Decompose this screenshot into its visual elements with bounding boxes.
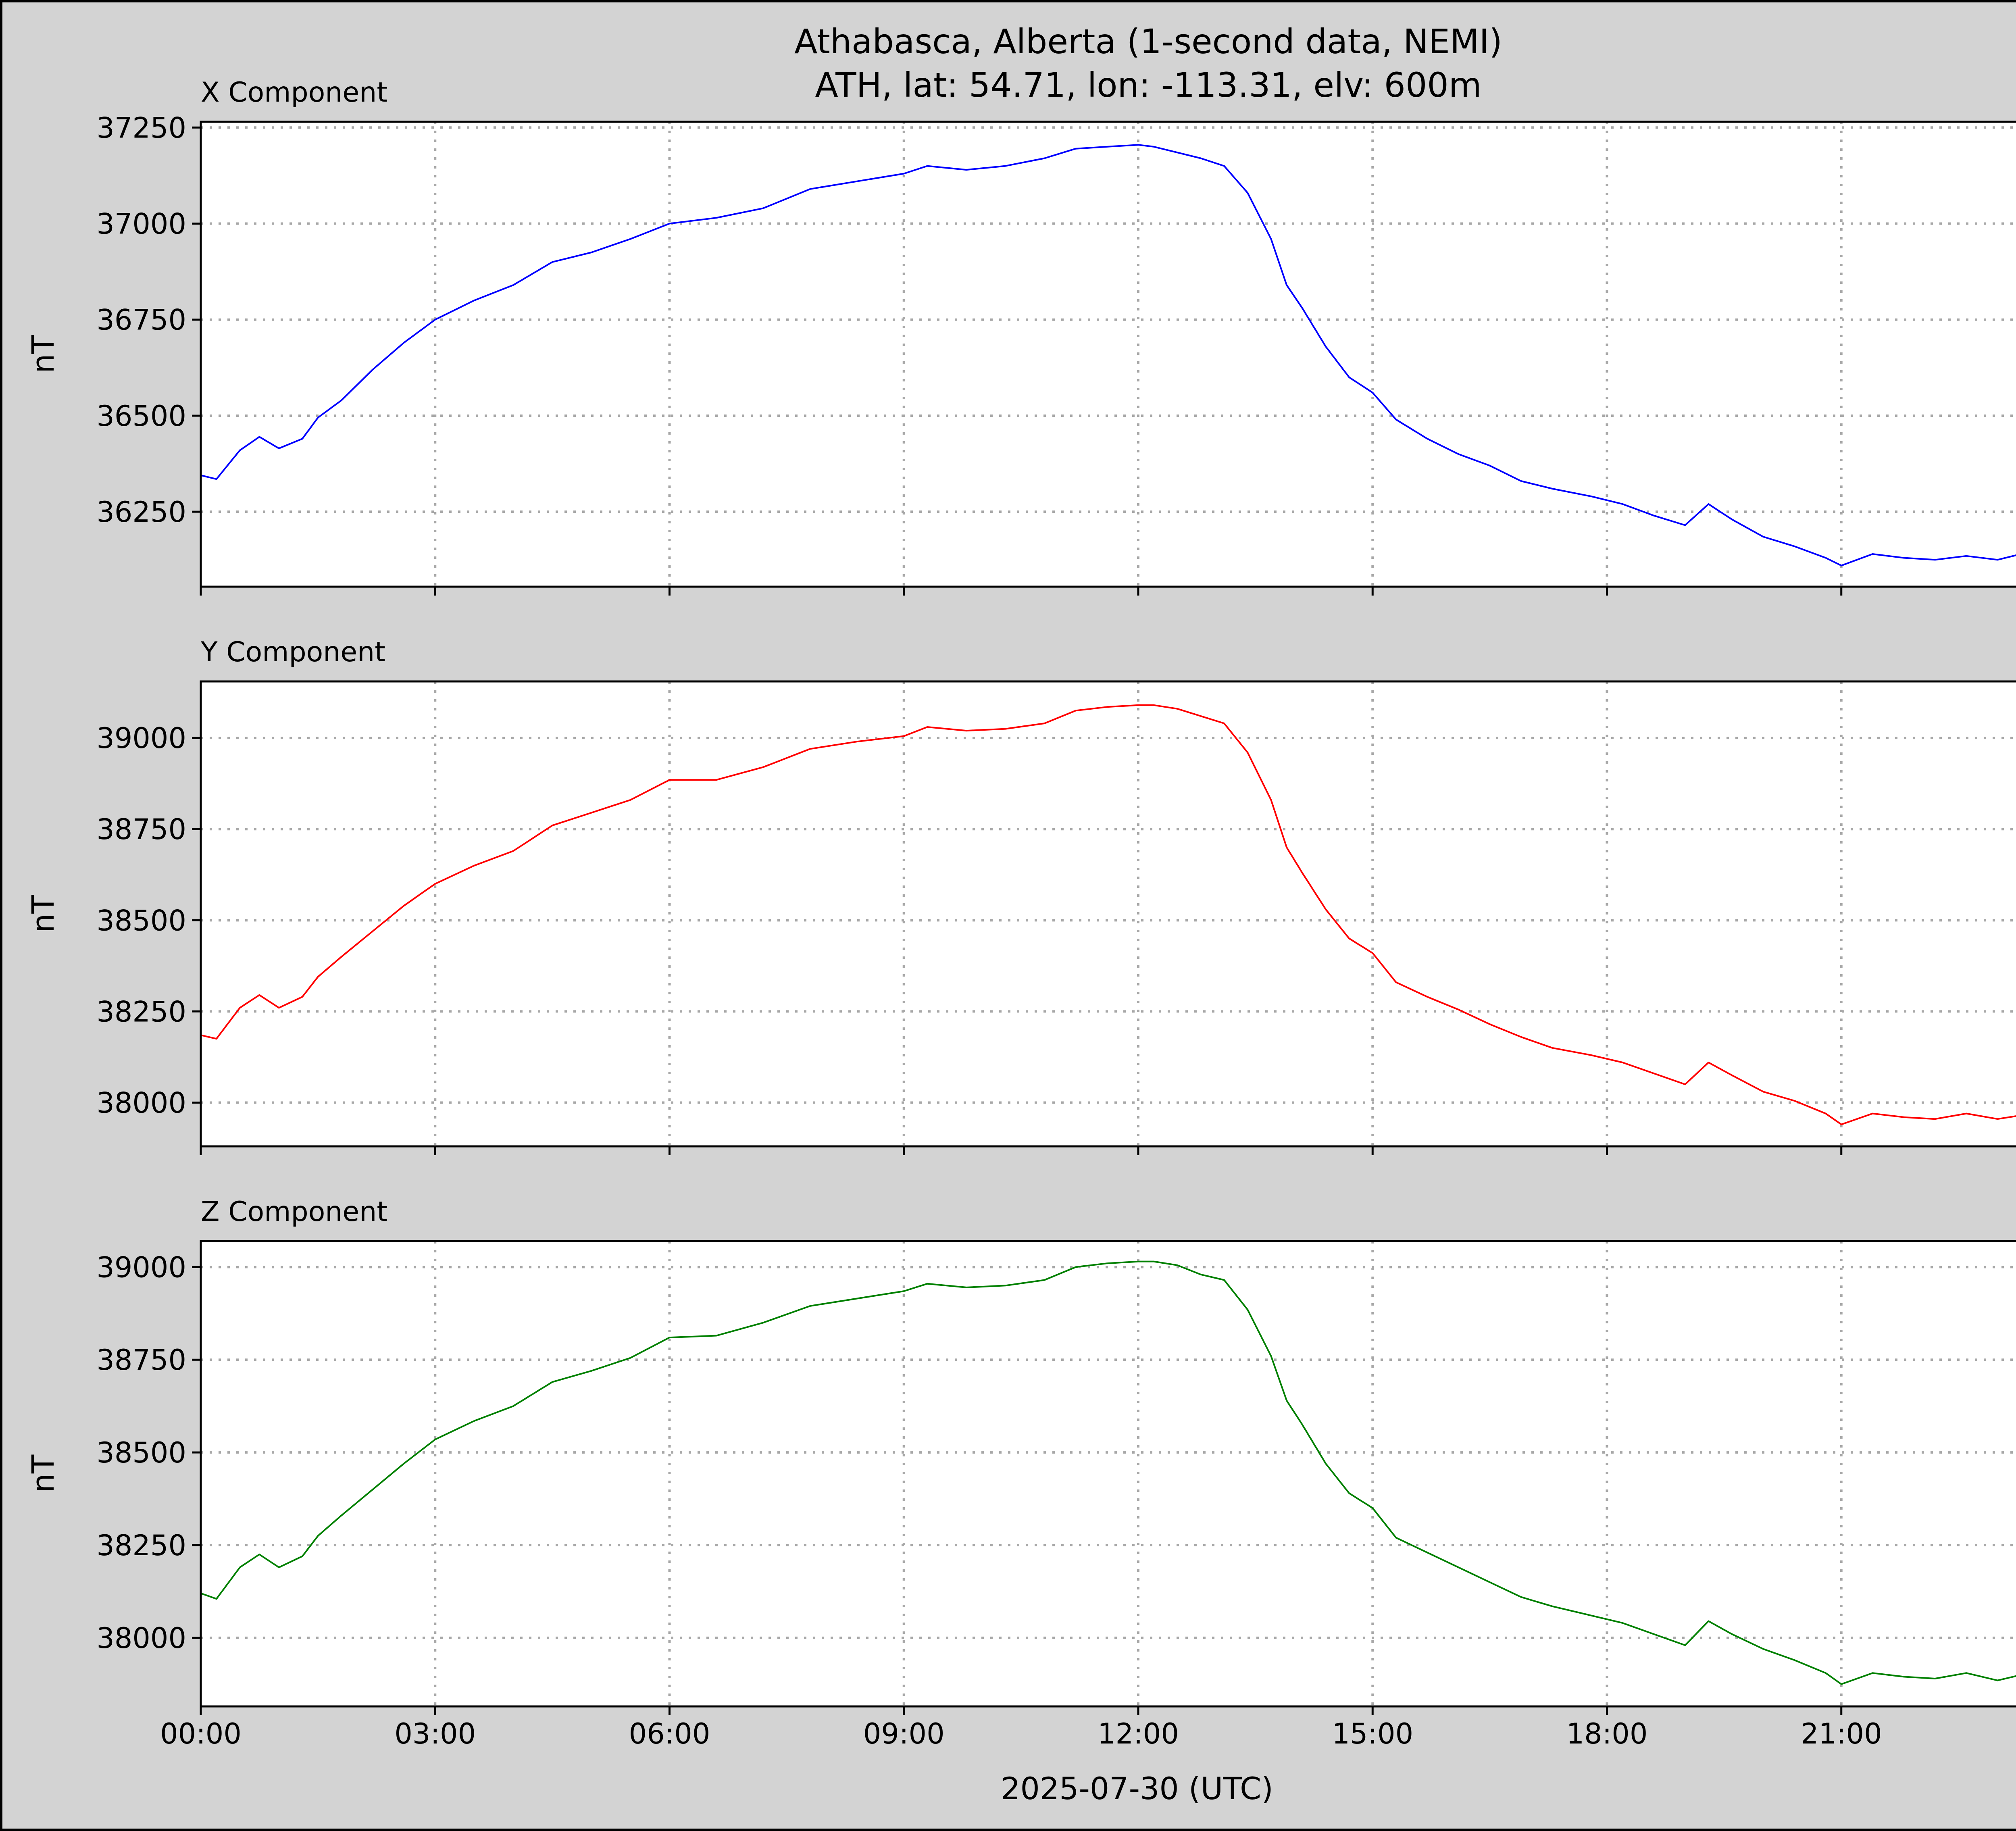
x-tick-label: 03:00 xyxy=(394,1717,476,1750)
x-tick-label: 00:00 xyxy=(160,1717,242,1750)
y-tick-label: 38250 xyxy=(96,995,186,1028)
y-tick-label: 39000 xyxy=(96,1251,186,1284)
y-tick-label: 39000 xyxy=(96,722,186,755)
y-tick-label: 38750 xyxy=(96,1344,186,1377)
plot-area xyxy=(201,681,2016,1146)
x-tick-label: 21:00 xyxy=(1801,1717,1882,1750)
panel-title: Y Component xyxy=(200,636,385,668)
y-tick-label: 37000 xyxy=(96,208,186,241)
plot-area xyxy=(201,1241,2016,1706)
x-tick-label: 18:00 xyxy=(1566,1717,1648,1750)
x-tick-label: 12:00 xyxy=(1098,1717,1179,1750)
figure-title-line2: ATH, lat: 54.71, lon: -113.31, elv: 600m xyxy=(815,65,1481,105)
x-axis-label: 2025-07-30 (UTC) xyxy=(1001,1771,1273,1806)
panel-2: 38000 38250 38500 38750 39000 00:00 03:00 06:00… xyxy=(25,1196,2016,1750)
x-tick-label: 09:00 xyxy=(863,1717,945,1750)
y-axis-label: nT xyxy=(25,895,61,933)
y-axis-label: nT xyxy=(25,1454,61,1493)
x-tick-label: 15:00 xyxy=(1332,1717,1413,1750)
series-line xyxy=(200,704,2016,1125)
y-tick-label: 36750 xyxy=(96,304,186,337)
y-tick-label: 38000 xyxy=(96,1086,186,1119)
panel-title: Z Component xyxy=(201,1196,387,1228)
series-line xyxy=(200,144,2016,567)
y-tick-label: 38500 xyxy=(96,1436,186,1469)
series-line xyxy=(200,1260,2016,1685)
y-tick-label: 36500 xyxy=(96,400,186,433)
panel-0: 36250 36500 36750 37000 37250 X Component nT xyxy=(25,77,2016,596)
y-tick-label: 37250 xyxy=(96,111,186,144)
x-tick-label: 06:00 xyxy=(629,1717,710,1750)
y-tick-label: 38500 xyxy=(96,904,186,937)
plot-area xyxy=(201,122,2016,587)
y-tick-label: 38000 xyxy=(96,1622,186,1655)
panel-title: X Component xyxy=(201,77,387,108)
y-tick-label: 38250 xyxy=(96,1529,186,1562)
y-tick-label: 38750 xyxy=(96,813,186,846)
y-axis-label: nT xyxy=(25,335,61,373)
figure-title-line1: Athabasca, Alberta (1-second data, NEMI) xyxy=(794,22,1502,61)
panel-1: 38000 38250 38500 38750 39000 Y Component nT xyxy=(25,636,2016,1155)
y-tick-label: 36250 xyxy=(96,496,186,529)
